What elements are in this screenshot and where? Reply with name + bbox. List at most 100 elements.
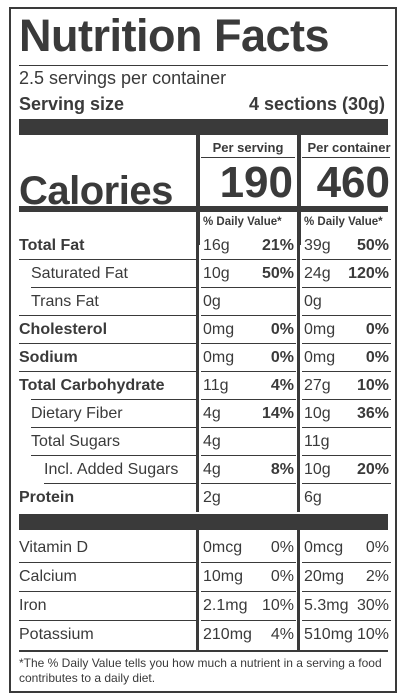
row-divider bbox=[19, 315, 196, 316]
thick-bar-vitamins bbox=[19, 514, 388, 530]
nutrient-container-amount: 24g bbox=[304, 265, 331, 282]
nutrient-row: Saturated Fat 10g 50% 24g 120% bbox=[11, 260, 395, 288]
column-divider-right bbox=[297, 135, 301, 245]
nutrient-row: Incl. Added Sugars 4g 8% 10g 20% bbox=[11, 456, 395, 484]
col-header-line-serving bbox=[201, 157, 295, 158]
row-divider bbox=[302, 455, 391, 456]
vitamin-container-amount: 0mcg bbox=[304, 539, 344, 556]
servings-per-container: 2.5 servings per container bbox=[19, 68, 227, 88]
vitamin-container-amount: 5.3mg bbox=[304, 597, 349, 614]
nutrient-name: Cholesterol bbox=[19, 321, 108, 338]
nutrient-container-dv: 10% bbox=[356, 377, 389, 394]
vitamin-name: Calcium bbox=[19, 568, 77, 585]
nutrient-container-dv: 50% bbox=[356, 237, 389, 254]
dv-header-container: % Daily Value* bbox=[304, 216, 383, 228]
calories-serving: 190 bbox=[219, 158, 293, 207]
nutrient-serving-dv: 14% bbox=[261, 405, 294, 422]
row-divider bbox=[201, 287, 296, 288]
nutrient-container-amount: 39g bbox=[304, 237, 331, 254]
nutrient-row: Trans Fat 0g 0g bbox=[11, 288, 395, 316]
col-header-line-container bbox=[302, 157, 390, 158]
nutrient-container-dv: 0% bbox=[365, 321, 389, 338]
nutrient-name: Total Carbohydrate bbox=[19, 377, 165, 394]
vitamin-container-dv: 10% bbox=[356, 626, 389, 643]
nutrient-name: Total Sugars bbox=[31, 433, 120, 450]
calories-container: 460 bbox=[316, 158, 390, 207]
nutrition-facts-label: Nutrition Facts 2.5 servings per contain… bbox=[9, 7, 397, 693]
row-divider bbox=[302, 483, 391, 484]
row-divider bbox=[19, 591, 196, 592]
vitamin-container-amount: 20mg bbox=[304, 568, 345, 585]
nutrient-serving-amount: 16g bbox=[203, 237, 230, 254]
dv-header-serving: % Daily Value* bbox=[203, 216, 282, 228]
nutrient-serving-amount: 4g bbox=[203, 461, 221, 478]
vitamin-serving-dv: 0% bbox=[270, 568, 294, 585]
row-divider bbox=[201, 371, 296, 372]
row-divider bbox=[19, 343, 196, 344]
serving-size-label: Serving size bbox=[19, 94, 125, 114]
row-divider bbox=[302, 562, 391, 563]
nutrient-name: Dietary Fiber bbox=[31, 405, 123, 422]
nutrient-row: Protein 2g 6g bbox=[11, 484, 395, 512]
vitamin-row: Potassium 210mg 4% 510mg 10% bbox=[11, 621, 395, 649]
nutrient-container-amount: 10g bbox=[304, 405, 331, 422]
nutrient-container-dv: 0% bbox=[365, 349, 389, 366]
nutrient-container-amount: 0mg bbox=[304, 321, 336, 338]
vitamin-serving-amount: 10mg bbox=[203, 568, 244, 585]
nutrient-name: Saturated Fat bbox=[31, 265, 128, 282]
vitamin-container-amount: 510mg bbox=[304, 626, 353, 643]
column-divider bbox=[196, 530, 199, 650]
row-divider bbox=[19, 259, 196, 260]
nutrient-container-amount: 6g bbox=[304, 489, 322, 506]
row-divider bbox=[19, 562, 196, 563]
vitamin-serving-amount: 0mcg bbox=[203, 539, 243, 556]
column-divider bbox=[196, 212, 199, 512]
row-divider bbox=[302, 315, 391, 316]
column-divider bbox=[297, 212, 300, 512]
nutrient-serving-dv: 0% bbox=[270, 349, 294, 366]
row-divider bbox=[201, 620, 296, 621]
row-divider bbox=[201, 259, 296, 260]
nutrient-row: Cholesterol 0mg 0% 0mg 0% bbox=[11, 316, 395, 344]
vitamin-serving-amount: 2.1mg bbox=[203, 597, 248, 614]
col-header-serving: Per serving bbox=[212, 140, 284, 155]
vitamin-container-dv: 2% bbox=[365, 568, 389, 585]
footnote: *The % Daily Value tells you how much a … bbox=[19, 656, 382, 685]
nutrient-serving-dv: 4% bbox=[270, 377, 294, 394]
row-divider bbox=[201, 562, 296, 563]
vitamin-name: Potassium bbox=[19, 626, 94, 643]
nutrient-name: Protein bbox=[19, 489, 75, 506]
row-divider bbox=[19, 620, 196, 621]
nutrient-serving-dv: 8% bbox=[270, 461, 294, 478]
row-divider bbox=[302, 287, 391, 288]
nutrient-container-dv: 36% bbox=[356, 405, 389, 422]
title-divider bbox=[19, 65, 388, 66]
col-header-container: Per container bbox=[307, 140, 391, 155]
nutrient-container-amount: 11g bbox=[304, 433, 330, 450]
serving-size-value: 4 sections (30g) bbox=[248, 94, 385, 114]
vitamin-name: Vitamin D bbox=[19, 539, 89, 556]
footnote-divider bbox=[19, 650, 388, 652]
nutrient-row: Total Fat 16g 21% 39g 50% bbox=[11, 232, 395, 260]
nutrient-serving-dv: 0% bbox=[270, 321, 294, 338]
nutrient-container-dv: 20% bbox=[356, 461, 389, 478]
nutrient-serving-amount: 10g bbox=[203, 265, 230, 282]
vitamin-row: Calcium 10mg 0% 20mg 2% bbox=[11, 563, 395, 591]
row-divider bbox=[44, 483, 196, 484]
nutrient-row: Sodium 0mg 0% 0mg 0% bbox=[11, 344, 395, 372]
vitamin-container-dv: 30% bbox=[356, 597, 389, 614]
nutrient-serving-amount: 4g bbox=[203, 433, 221, 450]
nutrient-container-dv: 120% bbox=[348, 265, 389, 282]
vitamin-container-dv: 0% bbox=[365, 539, 389, 556]
nutrient-serving-amount: 0mg bbox=[203, 349, 235, 366]
nutrient-serving-dv: 50% bbox=[261, 265, 294, 282]
nutrient-name: Sodium bbox=[19, 349, 78, 366]
nutrient-serving-amount: 4g bbox=[203, 405, 221, 422]
row-divider bbox=[302, 620, 391, 621]
nutrient-container-amount: 27g bbox=[304, 377, 331, 394]
row-divider bbox=[201, 591, 296, 592]
vitamin-row: Vitamin D 0mcg 0% 0mcg 0% bbox=[11, 534, 395, 562]
nutrient-serving-dv: 21% bbox=[261, 237, 294, 254]
nutrient-row: Total Carbohydrate 11g 4% 27g 10% bbox=[11, 372, 395, 400]
vitamin-serving-dv: 10% bbox=[261, 597, 294, 614]
